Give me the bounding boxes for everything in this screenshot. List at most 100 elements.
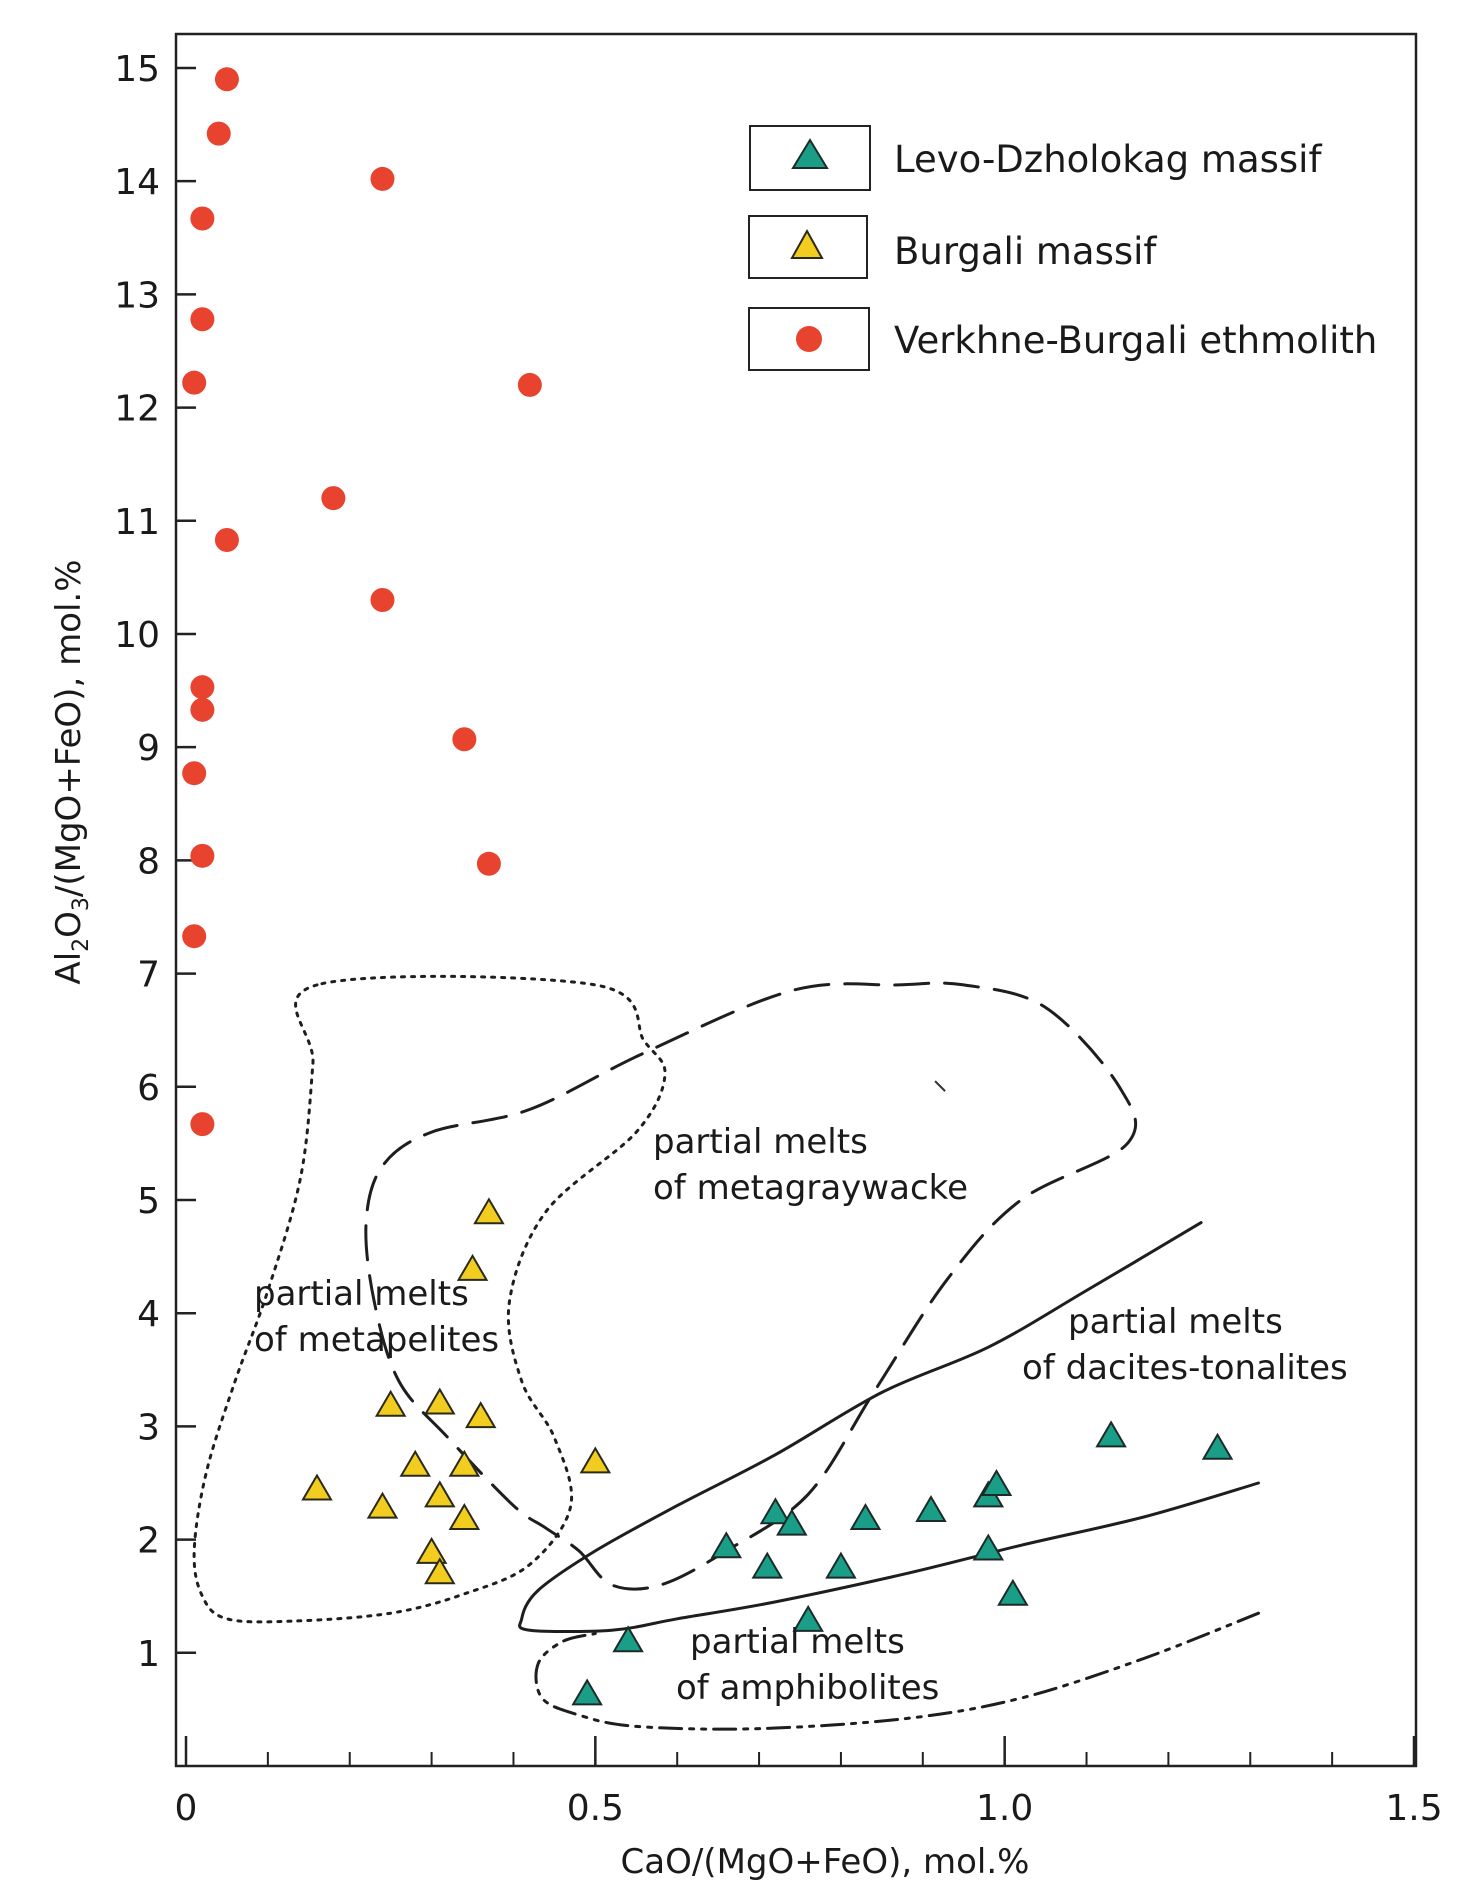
point-burgali-massif: [424, 1480, 456, 1508]
point-verkhne-burgali-ethmolith: [190, 675, 215, 700]
x-tick-label: 0: [175, 1788, 198, 1829]
y-tick-label: 6: [137, 1068, 160, 1109]
point-burgali-massif: [464, 1401, 497, 1429]
point-verkhne-burgali-ethmolith: [190, 206, 215, 231]
x-tick-label: 1.0: [976, 1788, 1033, 1829]
y-tick-label: 13: [114, 275, 160, 316]
point-levo-dzholokag-massif: [1095, 1420, 1127, 1448]
y-tick-label: 2: [137, 1521, 160, 1562]
point-burgali-massif: [374, 1389, 407, 1417]
x-tick-label: 0.5: [567, 1788, 624, 1829]
field-label-amphibolites: partial melts of amphibolites: [676, 1622, 939, 1708]
field-label-dacites-tonalites: partial melts of dacites-tonalites: [1022, 1302, 1348, 1388]
dacites-tonalites-line-1: partial melts: [1068, 1302, 1283, 1342]
point-verkhne-burgali-ethmolith: [214, 528, 239, 553]
point-verkhne-burgali-ethmolith: [190, 307, 215, 332]
point-verkhne-burgali-ethmolith: [190, 1112, 215, 1137]
point-verkhne-burgali-ethmolith: [517, 372, 542, 397]
point-verkhne-burgali-ethmolith: [370, 166, 395, 191]
field-boundary-metapelites: [192, 974, 667, 1624]
point-levo-dzholokag-massif: [825, 1551, 857, 1579]
y-tick-label: 7: [137, 955, 160, 996]
point-burgali-massif: [415, 1536, 448, 1564]
point-burgali-massif: [456, 1253, 489, 1281]
point-verkhne-burgali-ethmolith: [370, 588, 395, 613]
data-points: [182, 67, 1234, 1706]
legend-item-burgali: Burgali massif: [748, 215, 1157, 279]
point-burgali-massif: [301, 1473, 333, 1501]
point-levo-dzholokag-massif: [759, 1497, 792, 1525]
point-burgali-massif: [473, 1197, 505, 1225]
field-label-metapelites: partial melts of metapelites: [254, 1274, 499, 1360]
y-tick-label: 1: [137, 1634, 160, 1675]
point-verkhne-burgali-ethmolith: [182, 370, 207, 395]
legend-item-levo-dzholokag: Levo-Dzholokag massif: [749, 125, 1322, 191]
metagraywacke-line-2: of metagraywacke: [653, 1168, 968, 1208]
point-levo-dzholokag-massif: [1201, 1432, 1234, 1460]
dacites-tonalites-line-2: of dacites-tonalites: [1022, 1348, 1348, 1388]
point-levo-dzholokag-massif: [571, 1678, 603, 1706]
point-verkhne-burgali-ethmolith: [476, 851, 501, 876]
point-burgali-massif: [448, 1502, 481, 1530]
legend-marker-burgali: [790, 228, 824, 259]
point-burgali-massif: [579, 1446, 612, 1474]
legend-marker-levo-dzholokag: [791, 138, 829, 169]
y-title-o: O: [49, 911, 89, 938]
point-levo-dzholokag-massif: [980, 1469, 1013, 1496]
x-axis-title: CaO/(MgO+FeO), mol.%: [621, 1842, 1030, 1882]
point-verkhne-burgali-ethmolith: [214, 67, 239, 92]
amphibolites-line-1: partial melts: [690, 1622, 905, 1662]
field-boundary-metagraywacke: [364, 981, 1138, 1591]
point-burgali-massif: [448, 1449, 481, 1477]
legend-label-burgali: Burgali massif: [894, 230, 1157, 273]
y-tick-label: 4: [137, 1294, 160, 1335]
y-tick-label: 14: [114, 162, 160, 203]
point-burgali-massif: [424, 1387, 456, 1415]
legend-label-verkhne-burgali: Verkhne-Burgali ethmolith: [894, 319, 1377, 362]
y-title-al: Al: [49, 952, 89, 985]
y-tick-label: 15: [114, 49, 160, 90]
point-levo-dzholokag-massif: [915, 1495, 947, 1523]
x-major-ticks: 0 0.5 1.0 1.5: [175, 1736, 1443, 1829]
point-verkhne-burgali-ethmolith: [182, 924, 207, 949]
metapelites-line-2: of metapelites: [254, 1320, 499, 1360]
field-boundary-amphibolites: [534, 1611, 1260, 1731]
point-levo-dzholokag-massif: [751, 1551, 783, 1579]
point-verkhne-burgali-ethmolith: [190, 843, 215, 868]
point-levo-dzholokag-massif: [997, 1578, 1029, 1606]
y-title-sub-3: 3: [69, 897, 94, 911]
y-tick-label: 8: [137, 841, 160, 882]
y-tick-label: 10: [114, 615, 160, 656]
point-verkhne-burgali-ethmolith: [182, 761, 207, 786]
legend-item-verkhne-burgali: Verkhne-Burgali ethmolith: [748, 307, 1377, 371]
point-burgali-massif: [399, 1449, 431, 1477]
metapelites-line-1: partial melts: [254, 1274, 469, 1314]
legend-label-levo-dzholokag: Levo-Dzholokag massif: [894, 138, 1322, 181]
y-tick-label: 11: [114, 502, 160, 543]
y-tick-label: 12: [114, 389, 160, 430]
legend: Levo-Dzholokag massif Burgali massif Ver…: [748, 125, 1377, 371]
point-burgali-massif: [424, 1557, 456, 1585]
legend-box-verkhne-burgali: [748, 307, 870, 371]
y-title-sub-2: 2: [69, 938, 94, 952]
point-verkhne-burgali-ethmolith: [452, 727, 477, 752]
y-title-rest: /(MgO+FeO), mol.%: [49, 559, 89, 897]
y-axis-title: Al2O3/(MgO+FeO), mol.%: [49, 559, 94, 984]
y-tick-label: 3: [137, 1407, 160, 1448]
stray-mark: [934, 1080, 946, 1092]
point-verkhne-burgali-ethmolith: [321, 486, 346, 511]
point-levo-dzholokag-massif: [612, 1625, 644, 1653]
melt-fields: [192, 974, 1260, 1731]
point-levo-dzholokag-massif: [849, 1502, 882, 1530]
legend-marker-verkhne-burgali: [796, 326, 822, 352]
point-levo-dzholokag-massif: [792, 1604, 824, 1632]
x-tick-label: 1.5: [1385, 1788, 1442, 1829]
amphibolites-line-2: of amphibolites: [676, 1668, 939, 1708]
point-levo-dzholokag-massif: [710, 1531, 743, 1559]
y-tick-label: 5: [137, 1181, 160, 1222]
y-tick-label: 9: [137, 728, 160, 769]
point-verkhne-burgali-ethmolith: [206, 121, 231, 146]
point-burgali-massif: [366, 1491, 399, 1519]
